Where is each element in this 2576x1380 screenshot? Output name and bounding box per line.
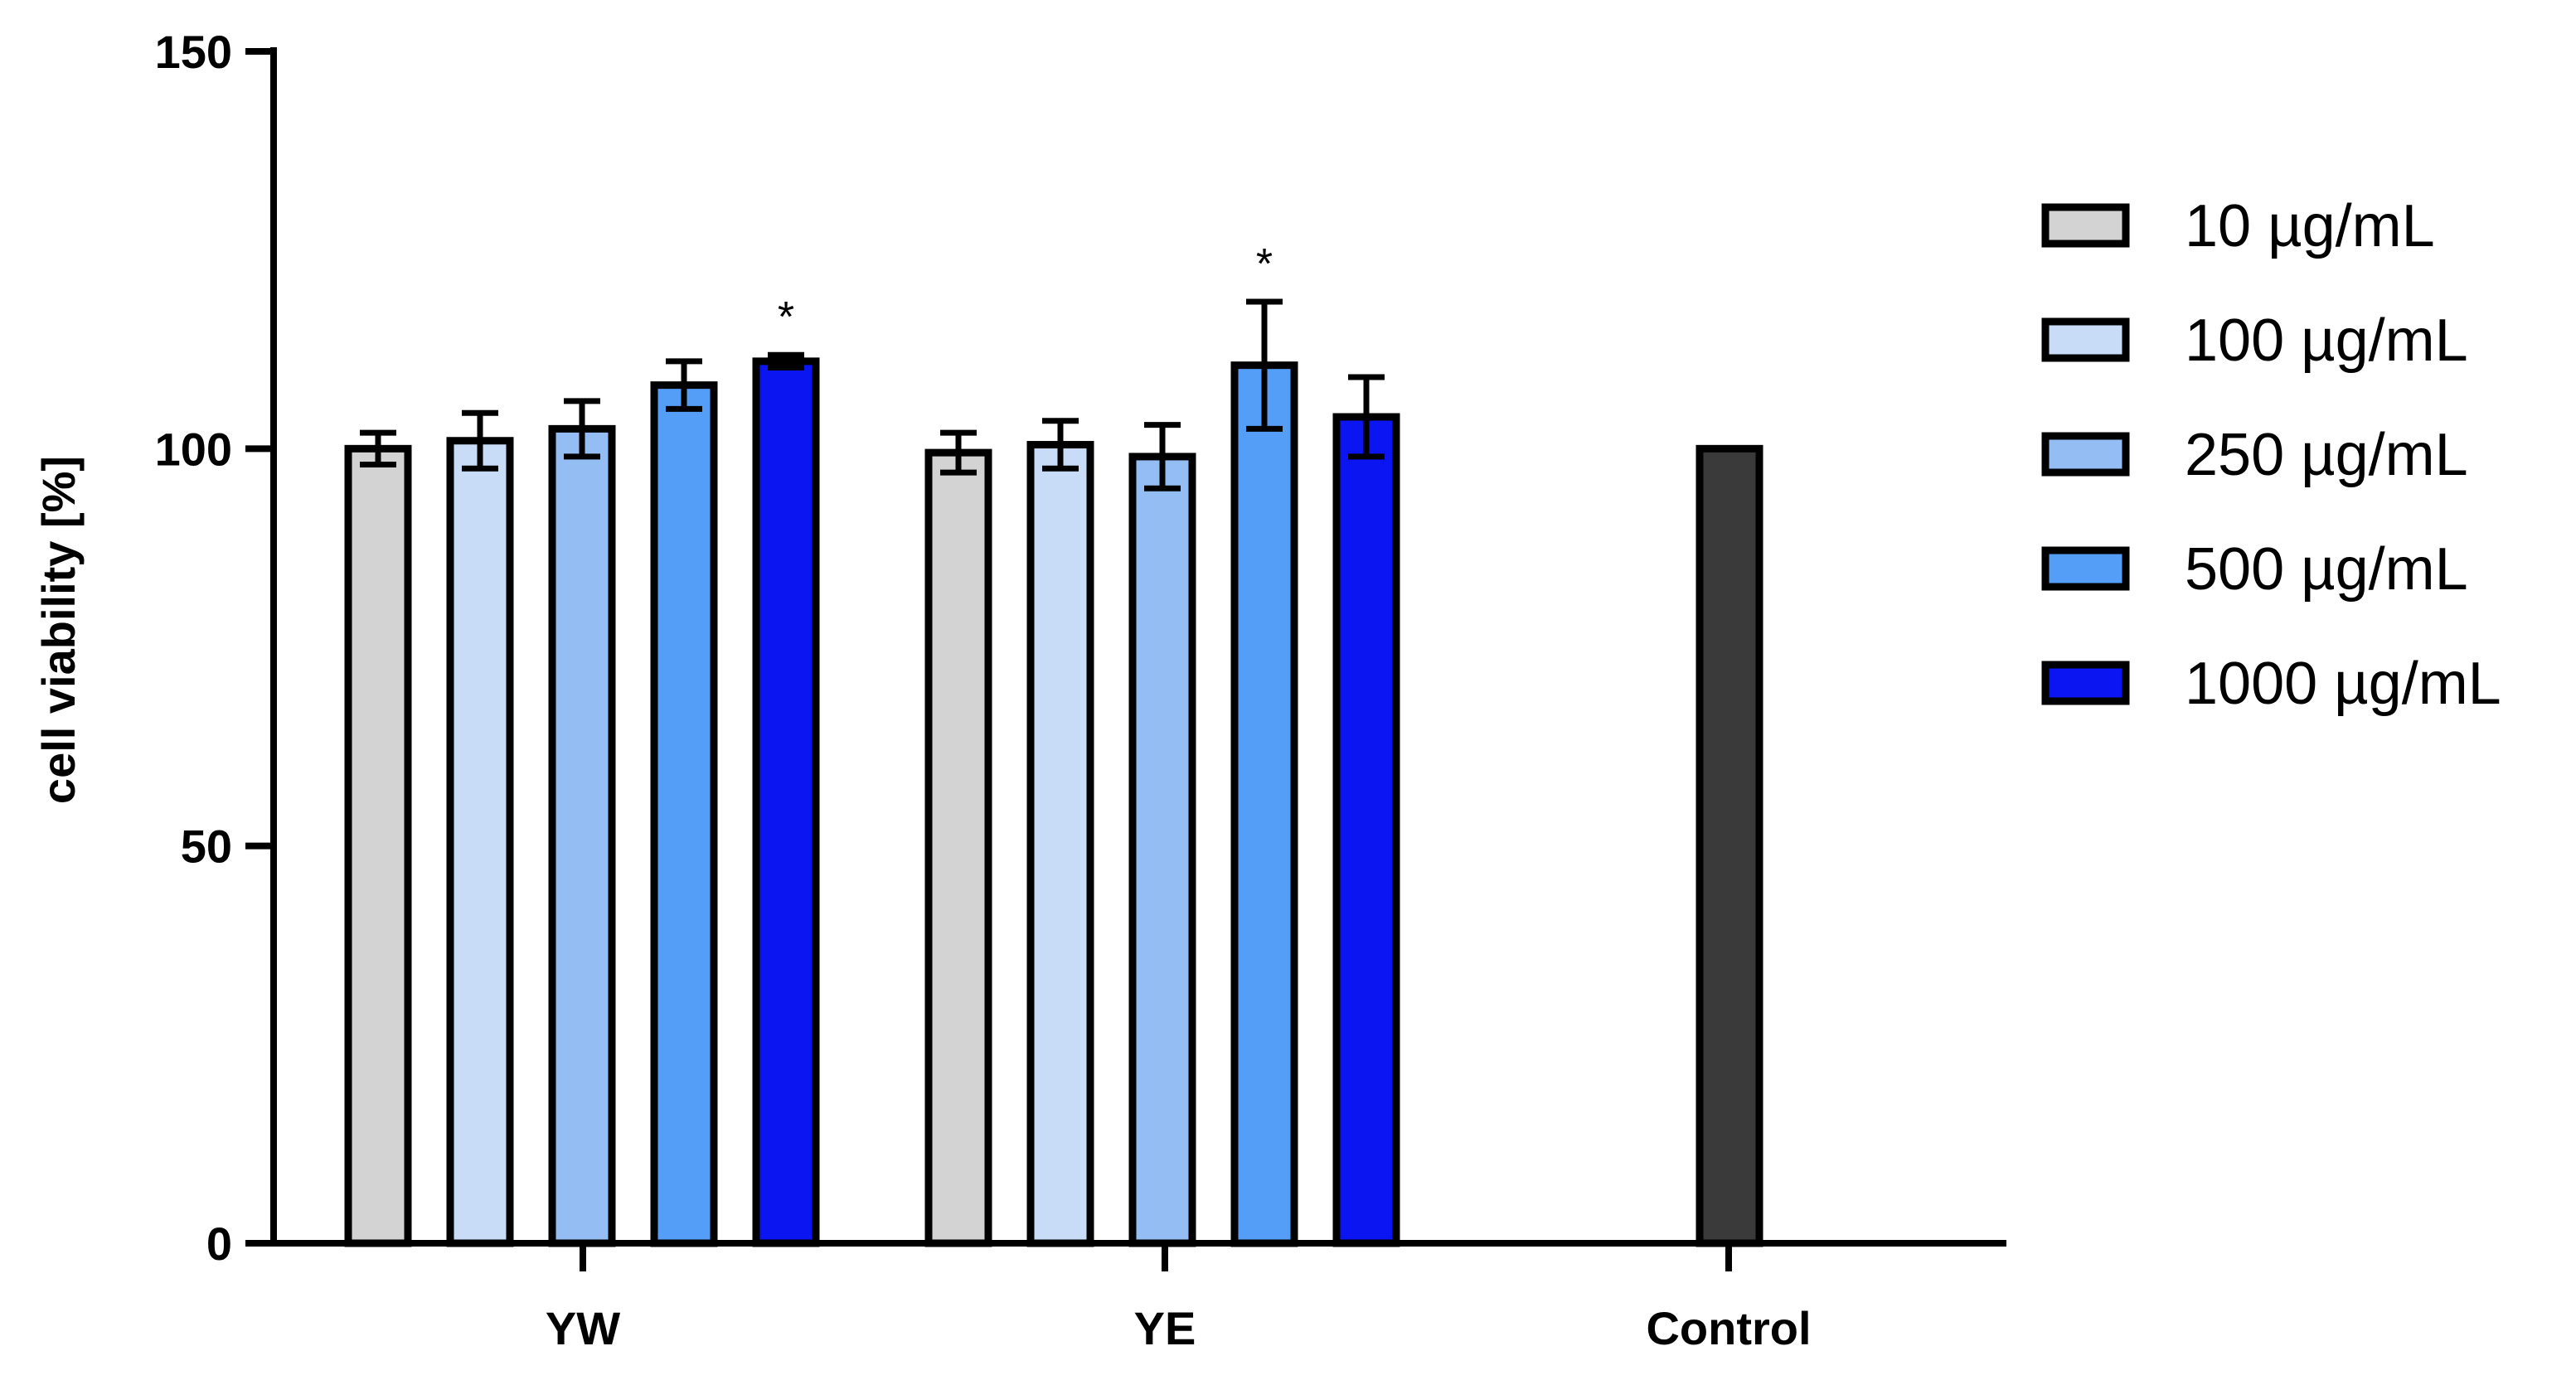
legend-swatch-1 [2041, 203, 2130, 248]
legend-swatch-3 [2041, 432, 2130, 477]
bar-yw-1 [344, 444, 412, 1247]
annotations-layer: ** [778, 240, 1273, 341]
legend: 10 µg/mL 100 µg/mL 250 µg/mL 500 µg/mL 1000 … [2041, 193, 2501, 717]
bar-yw-3 [548, 424, 616, 1247]
y-tick-label-150: 150 [155, 26, 232, 78]
bar-ye-2 [1026, 441, 1094, 1247]
bar-yw-2 [446, 437, 514, 1247]
bar-ye-1 [924, 448, 992, 1247]
bar-ye-5 [1332, 413, 1400, 1247]
significance-marker-yw-5: * [778, 293, 794, 341]
x-tick-label-yw: YW [546, 1302, 620, 1354]
bar-control [1696, 444, 1763, 1247]
legend-label-2: 100 µg/mL [2185, 307, 2468, 374]
legend-label-3: 250 µg/mL [2185, 422, 2468, 488]
x-tick-label-ye: YE [1134, 1302, 1196, 1354]
axes-layer: 0 50 100 150 YW YE Control cell viability [%] [32, 26, 2006, 1354]
legend-label-5: 1000 µg/mL [2185, 651, 2501, 717]
bar-ye-3 [1128, 453, 1196, 1247]
y-tick-label-100: 100 [155, 423, 232, 475]
x-tick-label-control: Control [1646, 1302, 1811, 1354]
bar-ye-4 [1230, 361, 1298, 1247]
y-tick-label-50: 50 [181, 821, 232, 873]
bar-yw-4 [650, 381, 718, 1247]
y-axis-title: cell viability [%] [32, 456, 85, 804]
legend-swatch-2 [2041, 317, 2130, 362]
legend-swatch-4 [2041, 546, 2130, 591]
legend-label-1: 10 µg/mL [2185, 193, 2435, 259]
bar-yw-5 [752, 357, 820, 1247]
error-bars-layer [360, 298, 1385, 491]
bars-layer [344, 357, 1763, 1247]
legend-swatch-5 [2041, 661, 2130, 705]
y-tick-label-0: 0 [206, 1218, 232, 1270]
significance-marker-ye-4: * [1256, 240, 1273, 288]
legend-label-4: 500 µg/mL [2185, 536, 2468, 603]
